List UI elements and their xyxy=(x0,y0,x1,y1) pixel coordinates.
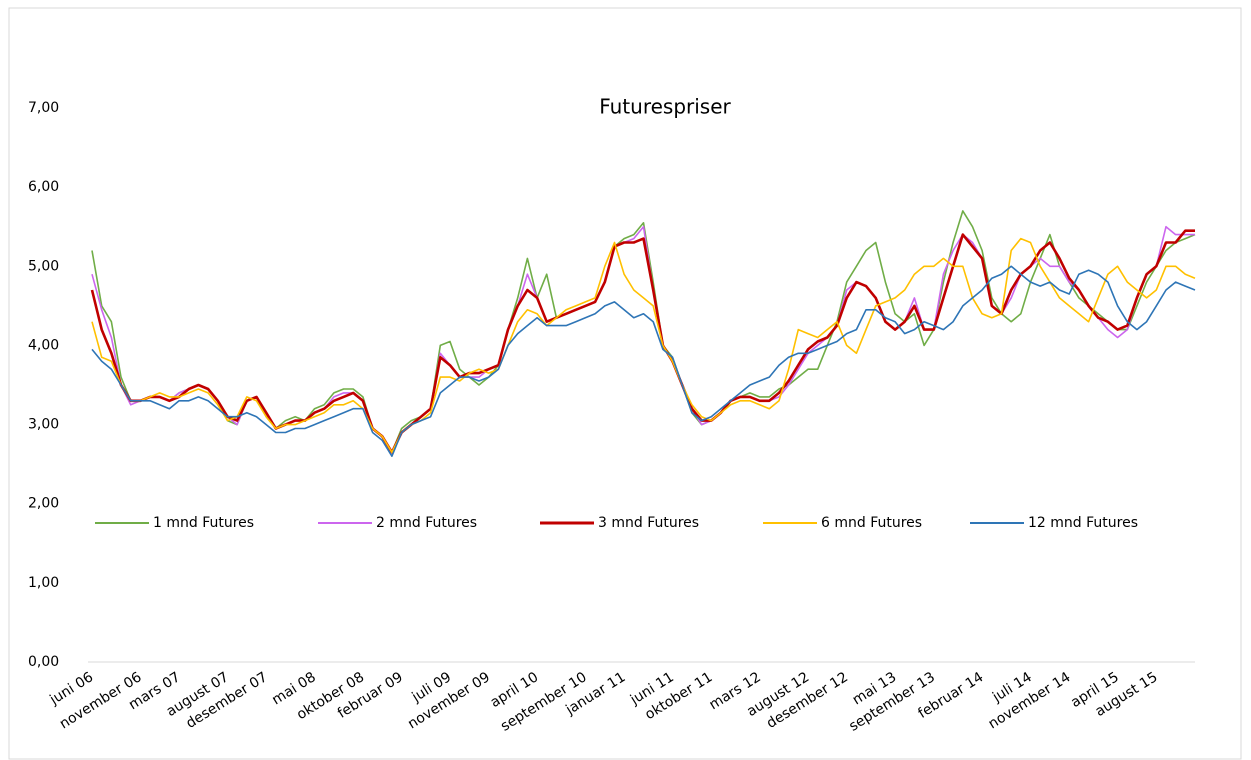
y-tick-label: 1,00 xyxy=(28,575,59,591)
chart-frame xyxy=(8,7,1242,760)
legend-label: 6 mnd Futures xyxy=(821,515,922,531)
y-tick-label: 4,00 xyxy=(28,337,59,353)
legend-label: 2 mnd Futures xyxy=(376,515,477,531)
legend-label: 1 mnd Futures xyxy=(153,515,254,531)
y-tick-label: 7,00 xyxy=(28,100,59,116)
y-tick-label: 6,00 xyxy=(28,179,59,195)
legend-label: 12 mnd Futures xyxy=(1028,515,1138,531)
chart-title: Futurespriser xyxy=(599,95,731,119)
y-tick-label: 2,00 xyxy=(28,496,59,512)
line-series xyxy=(91,237,1196,454)
legend-label: 3 mnd Futures xyxy=(598,515,699,531)
y-tick-label: 5,00 xyxy=(28,258,59,274)
y-tick-label: 0,00 xyxy=(28,654,59,670)
line-series xyxy=(91,265,1196,457)
y-tick-label: 3,00 xyxy=(28,417,59,433)
